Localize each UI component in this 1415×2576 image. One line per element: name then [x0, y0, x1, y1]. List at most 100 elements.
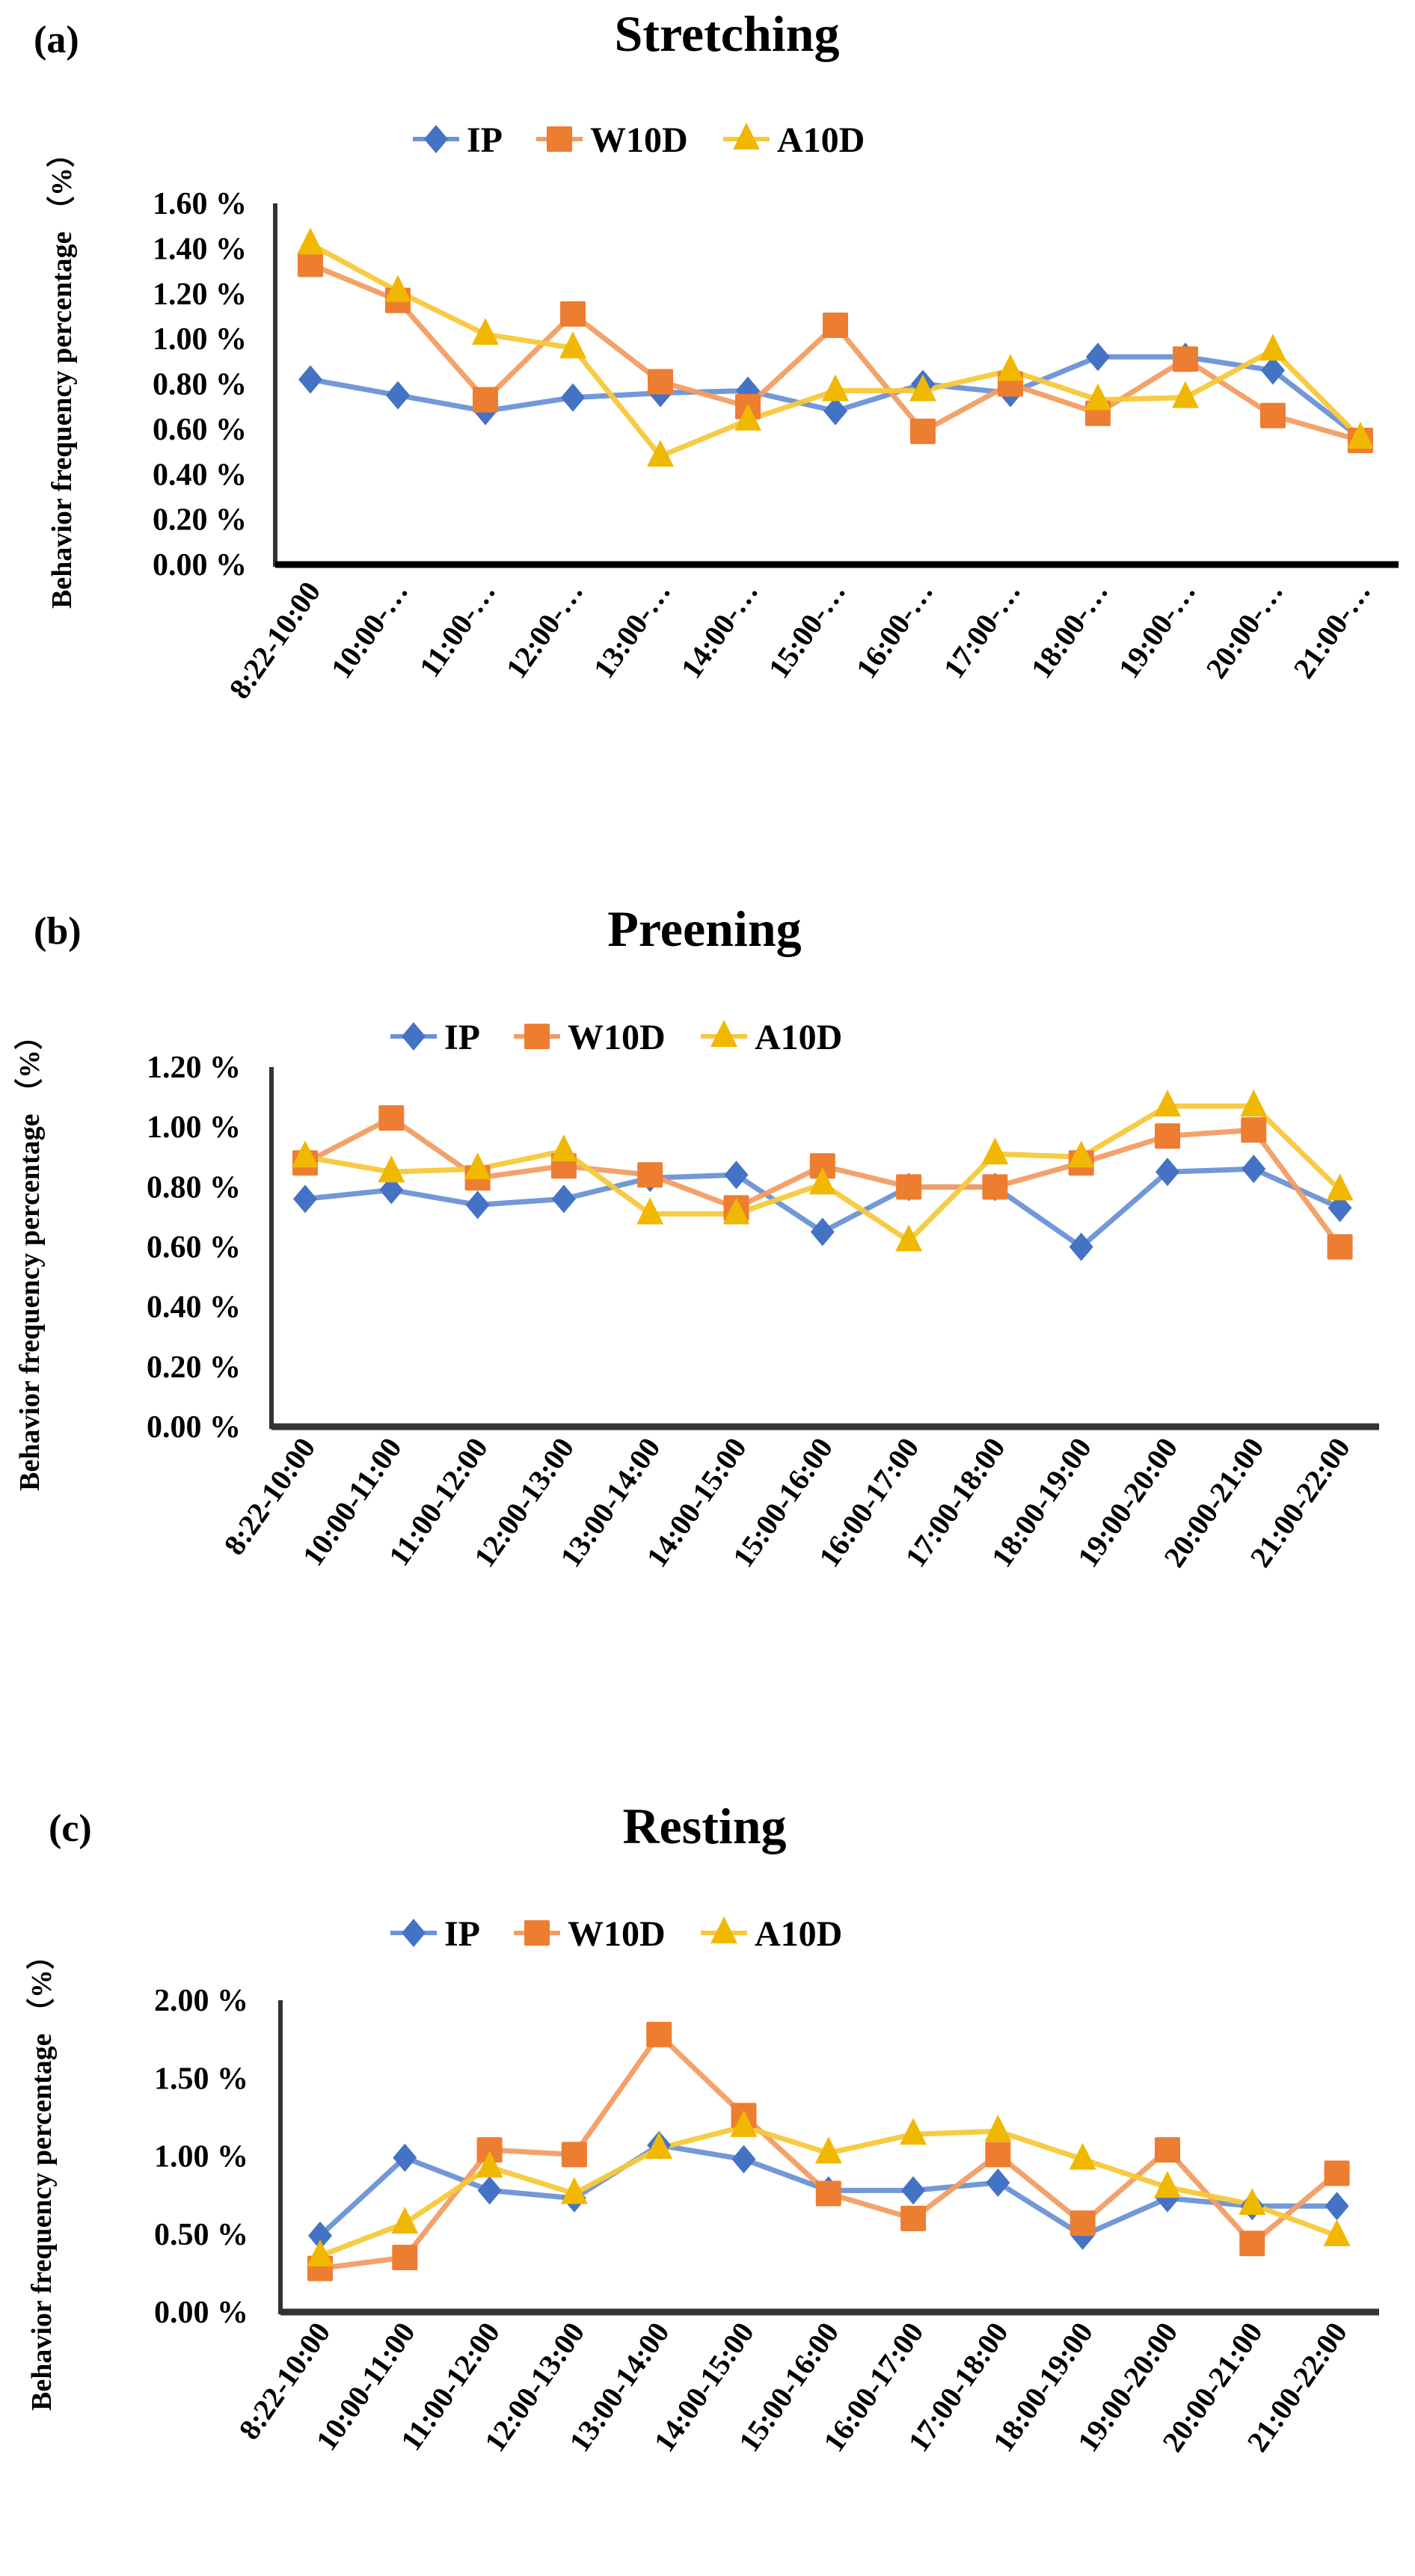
data-point-w10d [1069, 2210, 1096, 2237]
data-point-w10d [1260, 402, 1286, 428]
y-tick-label: 0.40 % [153, 458, 247, 492]
y-tick-label: 1.00 % [153, 322, 247, 357]
legend: IP W10D A10D [413, 120, 865, 160]
legend-marker-diamond [402, 1919, 426, 1947]
data-point-ip [393, 2143, 417, 2172]
chart-panel-resting: (c) Resting IP W10D A10D Behavior frequency p… [26, 1798, 1379, 2458]
legend-marker-triangle [710, 1916, 737, 1943]
data-point-w10d [1327, 1234, 1353, 1260]
y-tick-label: 0.80 % [147, 1170, 241, 1205]
x-tick-label: 18:00-… [1024, 575, 1114, 684]
panel-label: (b) [34, 910, 82, 953]
legend-label: W10D [568, 1914, 666, 1954]
chart-title: Resting [622, 1798, 786, 1854]
x-tick-label: 11:00-… [413, 575, 503, 683]
legend-label: IP [444, 1914, 480, 1954]
data-point-a10d [730, 2109, 758, 2137]
data-point-a10d [1069, 2142, 1096, 2170]
y-tick-label: 1.20 % [153, 277, 247, 312]
data-point-a10d [476, 2151, 503, 2178]
chart-title: Preening [607, 900, 801, 957]
legend-label: IP [444, 1018, 480, 1057]
data-point-a10d [822, 374, 849, 402]
data-point-a10d [464, 1152, 491, 1180]
data-point-a10d [550, 1134, 577, 1162]
data-point-ip [724, 1161, 749, 1190]
data-point-ip [379, 1175, 404, 1205]
data-point-a10d [1084, 383, 1111, 411]
data-point-a10d [1259, 333, 1286, 361]
y-tick-label: 1.00 % [147, 1110, 241, 1145]
x-tick-label: 14:00-… [674, 575, 764, 684]
data-point-ip [551, 1184, 576, 1214]
y-tick-label: 2.00 % [154, 1984, 248, 2018]
data-point-ip [293, 1184, 317, 1214]
legend-marker-triangle [710, 1020, 737, 1047]
data-point-a10d [1238, 2188, 1266, 2216]
y-tick-label: 0.00 % [147, 1410, 241, 1445]
data-point-a10d [647, 440, 674, 467]
data-point-a10d [895, 1224, 923, 1252]
data-point-w10d [982, 1174, 1008, 1200]
y-tick-label: 0.00 % [153, 548, 247, 582]
series-markers-a10d [307, 2109, 1351, 2266]
data-point-w10d [1173, 346, 1198, 372]
y-tick-label: 0.80 % [153, 368, 247, 402]
data-point-a10d [472, 318, 499, 345]
legend-item-ip: IP [413, 120, 503, 160]
data-point-a10d [984, 2115, 1012, 2142]
legend-item-w10d: W10D [536, 120, 688, 160]
y-tick-label: 0.60 % [147, 1231, 241, 1265]
data-point-ip [1241, 1155, 1266, 1184]
data-point-w10d [985, 2142, 1011, 2168]
data-point-w10d [637, 1162, 663, 1188]
legend-label: IP [467, 120, 503, 160]
data-point-a10d [722, 1197, 750, 1225]
data-point-a10d [734, 403, 761, 431]
legend-marker-square [524, 1024, 550, 1049]
legend-item-ip: IP [390, 1018, 480, 1057]
y-tick-label: 0.20 % [153, 503, 247, 538]
data-point-a10d [1326, 1173, 1354, 1201]
data-point-a10d [1240, 1089, 1268, 1117]
y-tick-label: 0.20 % [147, 1350, 241, 1385]
data-point-a10d [997, 354, 1024, 381]
legend-label: A10D [777, 120, 865, 160]
y-tick-label: 1.20 % [147, 1051, 241, 1085]
data-point-a10d [636, 1197, 664, 1225]
data-point-ip [731, 2145, 756, 2174]
y-axis-label: Behavior frequency percentage （%） [26, 1941, 58, 2411]
data-point-ip [901, 2176, 926, 2205]
data-point-ip [1069, 1232, 1093, 1261]
data-point-a10d [900, 2118, 927, 2145]
data-point-w10d [910, 418, 936, 444]
y-tick-label: 1.50 % [154, 2062, 248, 2096]
y-tick-label: 0.60 % [153, 413, 247, 447]
data-point-w10d [473, 387, 498, 413]
y-axis-label: Behavior frequency percentage （%） [46, 139, 78, 609]
data-point-w10d [560, 301, 586, 327]
legend-marker-square [547, 126, 572, 152]
x-tick-label: 19:00-… [1111, 575, 1202, 684]
chart-panel-stretching: (a) Stretching IP W10D A10D Behavior frequenc… [34, 5, 1399, 705]
data-point-a10d [981, 1137, 1009, 1165]
legend-marker-diamond [424, 125, 448, 153]
legend: IP W10D A10D [390, 1018, 842, 1057]
data-point-a10d [378, 1155, 405, 1183]
data-point-w10d [809, 1153, 835, 1179]
data-point-a10d [297, 227, 324, 255]
x-tick-label: 13:00-… [586, 575, 677, 684]
data-point-w10d [1155, 2137, 1180, 2163]
y-tick-label: 1.60 % [153, 187, 247, 221]
x-tick-label: 16:00-… [849, 575, 939, 684]
x-tick-label: 8:22-10:00 [222, 575, 327, 704]
data-point-a10d [909, 374, 936, 402]
panel-label: (c) [49, 1807, 92, 1850]
legend-label: W10D [568, 1018, 666, 1057]
data-point-ip [810, 1217, 835, 1246]
series-markers-a10d [292, 1089, 1354, 1252]
data-point-a10d [560, 2177, 588, 2204]
data-point-a10d [1323, 2219, 1351, 2246]
data-point-w10d [896, 1174, 922, 1200]
data-point-a10d [384, 274, 411, 302]
